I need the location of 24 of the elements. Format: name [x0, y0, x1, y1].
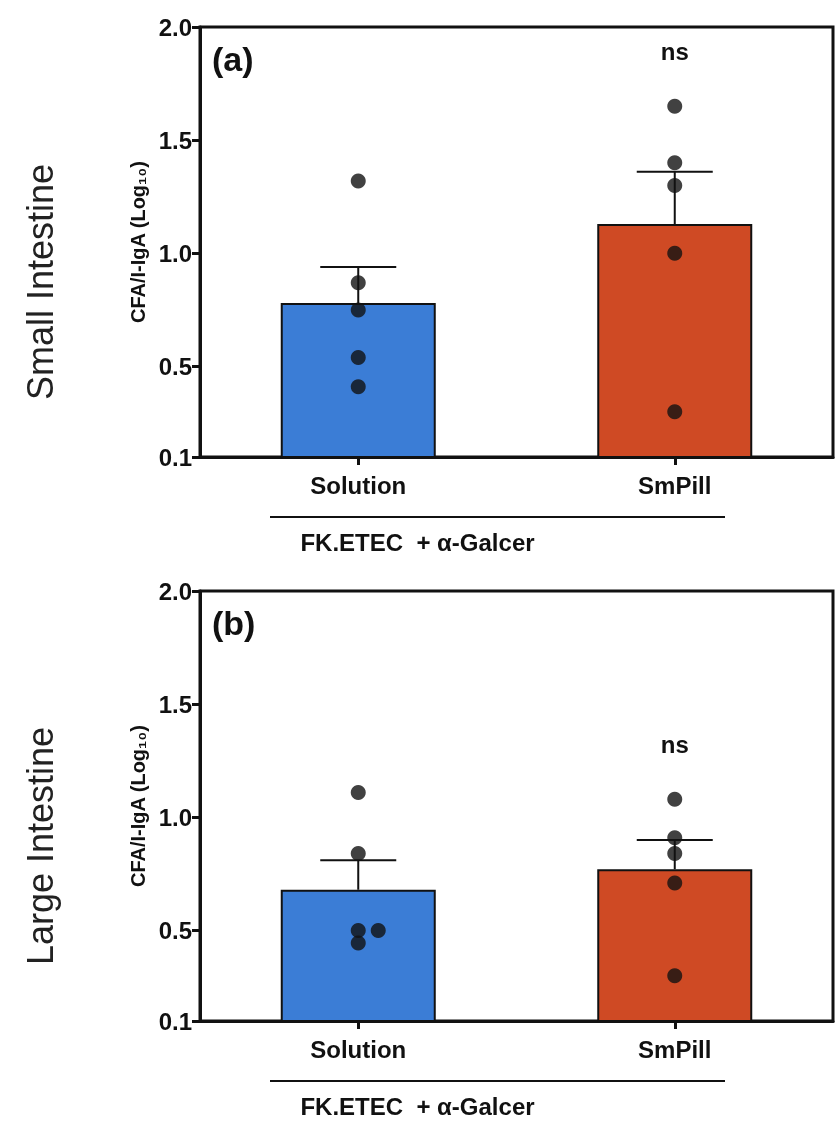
text: Large Intestine — [19, 726, 61, 966]
y-tick-label: 1.5 — [158, 690, 192, 718]
x-axis-title: FK.ETEC + α-Galcer — [300, 528, 535, 556]
y-tick-label: 0.1 — [158, 443, 192, 471]
text: Small Intestine — [19, 163, 61, 401]
y-axis-title: CFA/I-IgA (Log₁₀) — [126, 160, 149, 324]
annotation: ns — [660, 37, 689, 65]
y-tick-label: 0.1 — [158, 1007, 192, 1035]
x-tick-label: Solution — [310, 471, 407, 499]
y-tick-label: 2.0 — [158, 577, 192, 605]
x-tick-label: SmPill — [638, 471, 712, 499]
y-axis-title: CFA/I-IgA (Log₁₀) — [126, 724, 149, 888]
annotation: ns — [660, 730, 689, 758]
y-tick-label: 0.5 — [158, 352, 192, 380]
x-tick-label: Solution — [310, 1035, 407, 1063]
annotation: (b) — [212, 604, 256, 642]
y-tick-label: 1.0 — [158, 803, 192, 831]
annotation: (a) — [212, 40, 254, 78]
y-tick-label: 1.5 — [158, 126, 192, 154]
x-axis-title: FK.ETEC + α-Galcer — [300, 1092, 535, 1120]
y-tick-label: 0.5 — [158, 916, 192, 944]
y-tick-label: 1.0 — [158, 239, 192, 267]
y-tick-label: 2.0 — [158, 13, 192, 41]
x-tick-label: SmPill — [638, 1035, 712, 1063]
